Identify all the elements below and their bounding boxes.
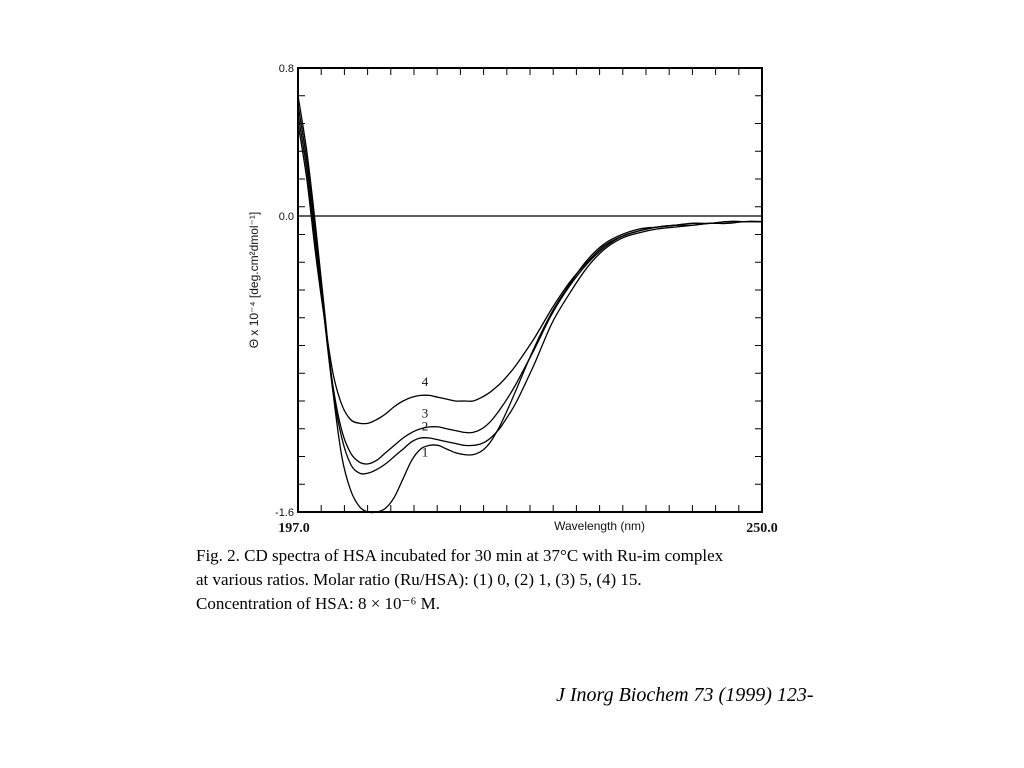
y-tick-label: -1.6 [275,507,294,519]
caption-line: Fig. 2. CD spectra of HSA incubated for … [196,546,724,565]
curve-label-4: 4 [422,374,429,389]
caption-line: Concentration of HSA: 8 × 10⁻⁶ M. [196,594,441,613]
x-max-label: 250.0 [746,521,778,536]
curve-label-1: 1 [422,445,429,460]
plot-frame [297,67,763,513]
series-line-4 [297,123,762,425]
series-line-1 [297,95,762,514]
figure-caption: Fig. 2. CD spectra of HSA incubated for … [196,544,836,616]
series-line-3 [297,114,763,465]
caption-line: at various ratios. Molar ratio (Ru/HSA):… [196,570,642,589]
x-min-label: 197.0 [278,521,310,536]
curve-label-3: 3 [422,406,429,421]
y-tick-label: 0.0 [279,211,294,223]
curve-label-2: 2 [422,419,429,434]
y-tick-label: 0.8 [279,63,294,75]
citation: J Inorg Biochem 73 (1999) 123- [556,684,814,706]
x-axis-title: Wavelength (nm) [554,519,645,533]
y-axis-title: Θ x 10⁻⁴ [deg.cm²dmol⁻¹] [247,212,261,349]
series-line-2 [297,104,763,475]
